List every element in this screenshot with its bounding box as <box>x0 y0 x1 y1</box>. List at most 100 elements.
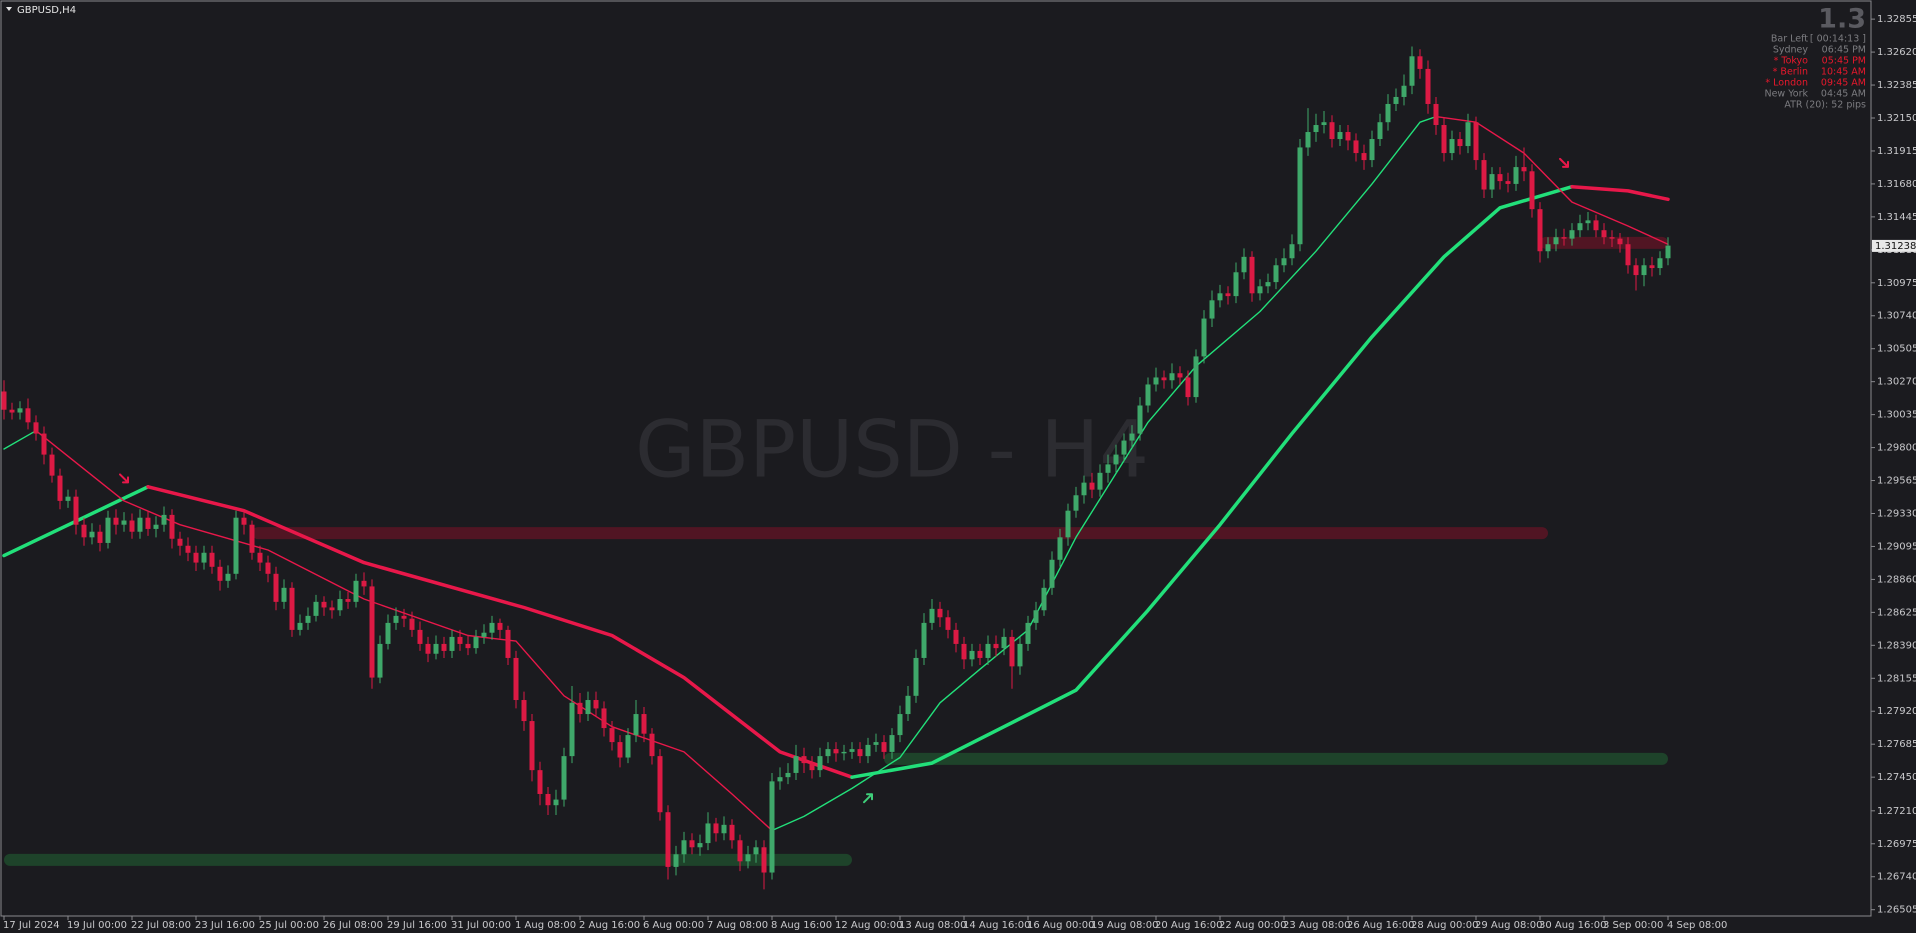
candle-body <box>817 756 823 771</box>
x-tick-label: 22 Jul 08:00 <box>131 920 191 931</box>
info-label: New York <box>1764 89 1808 100</box>
watermark: GBPUSD - H4 <box>635 405 1149 495</box>
candle-body <box>1633 265 1639 276</box>
candle-body <box>681 840 687 855</box>
candle-body <box>977 650 983 658</box>
x-tick-label: 2 Aug 16:00 <box>579 920 640 931</box>
y-tick-label: 1.28860 <box>1877 574 1916 585</box>
y-tick-label: 1.32385 <box>1877 80 1916 91</box>
x-tick-label: 29 Jul 16:00 <box>387 920 447 931</box>
zone <box>884 752 1668 765</box>
candle-body <box>1233 272 1239 297</box>
candle-body <box>353 580 359 602</box>
candle-body <box>825 749 831 757</box>
candle-body <box>929 608 935 623</box>
candle-body <box>1385 103 1391 123</box>
plot-area <box>1 46 1671 890</box>
candle-body <box>849 749 855 752</box>
candle-body <box>1057 537 1063 560</box>
candle-body <box>321 601 327 608</box>
candle-body <box>1401 85 1407 97</box>
candle-body <box>897 714 903 736</box>
x-tick-label: 19 Jul 00:00 <box>67 920 127 931</box>
candle-body <box>201 552 207 563</box>
candle-body <box>1489 174 1495 190</box>
candle-body <box>1153 377 1159 385</box>
x-tick-label: 23 Jul 16:00 <box>195 920 255 931</box>
plot-frame <box>0 0 1872 917</box>
x-tick-label: 31 Jul 00:00 <box>451 920 511 931</box>
y-tick-label: 1.30975 <box>1877 278 1916 289</box>
candle-body <box>729 824 735 841</box>
candle-body <box>1113 454 1119 465</box>
candle-body <box>721 824 727 834</box>
candle-body <box>1017 643 1023 667</box>
candle-body <box>89 531 95 538</box>
candle-body <box>1561 237 1567 239</box>
current-price-label: 1.31238 <box>1875 241 1916 252</box>
candle-body <box>993 643 999 649</box>
candle-body <box>217 566 223 581</box>
x-tick-label: 7 Aug 08:00 <box>707 920 768 931</box>
candle-body <box>185 545 191 553</box>
y-tick-label: 1.32150 <box>1877 113 1916 124</box>
x-tick-label: 8 Aug 16:00 <box>771 920 832 931</box>
y-tick-label: 1.28625 <box>1877 607 1916 618</box>
candle-body <box>449 636 455 651</box>
ma-slow-line <box>146 485 854 779</box>
candle-body <box>49 454 55 476</box>
candle-body <box>457 636 463 644</box>
candle-body <box>633 714 639 736</box>
candle-body <box>1417 56 1423 69</box>
info-label: * Tokyo <box>1774 56 1809 67</box>
y-tick-label: 1.31915 <box>1877 146 1916 157</box>
y-tick-label: 1.27920 <box>1877 706 1916 717</box>
candle-body <box>1249 256 1255 294</box>
candle-body <box>1545 244 1551 252</box>
candle-body <box>1433 103 1439 126</box>
candle-body <box>329 607 335 611</box>
ma-fast-line <box>3 430 37 450</box>
candle-body <box>1 391 7 410</box>
candle-body <box>169 514 175 539</box>
menu-triangle[interactable] <box>6 7 12 11</box>
candle-body <box>17 408 23 413</box>
candle-body <box>537 770 543 794</box>
candle-body <box>1129 433 1135 441</box>
candle-body <box>409 618 415 630</box>
info-label: Bar Left <box>1771 34 1808 45</box>
candle-body <box>145 517 151 529</box>
candle-body <box>377 643 383 678</box>
candle-body <box>265 562 271 574</box>
candle-body <box>921 622 927 658</box>
info-value: 04:45 AM <box>1821 89 1866 100</box>
candle-body <box>1665 245 1671 259</box>
y-tick-label: 1.27685 <box>1877 739 1916 750</box>
candle-body <box>241 517 247 525</box>
candle-body <box>713 823 719 834</box>
candle-body <box>657 756 663 813</box>
candle-body <box>1657 258 1663 269</box>
candle-body <box>1241 256 1247 273</box>
x-tick-label: 4 Sep 08:00 <box>1667 920 1727 931</box>
candle-body <box>665 812 671 867</box>
candle-body <box>73 496 79 525</box>
y-tick-label: 1.28155 <box>1877 673 1916 684</box>
candle-body <box>1473 122 1479 161</box>
candle-body <box>769 781 775 873</box>
candle-body <box>305 615 311 623</box>
candle-body <box>97 531 103 543</box>
ma-slow-line <box>850 184 1574 779</box>
candle-body <box>473 636 479 649</box>
candle-body <box>865 744 871 757</box>
candle-body <box>689 840 695 848</box>
y-tick-label: 1.29565 <box>1877 476 1916 487</box>
candle-body <box>1121 440 1127 455</box>
candle-body <box>793 756 799 773</box>
candle-body <box>193 552 199 563</box>
current-price-box <box>1872 239 1916 252</box>
y-tick-label: 1.30270 <box>1877 377 1916 388</box>
candle-body <box>881 742 887 752</box>
big-value: 1.3 <box>1818 4 1866 35</box>
